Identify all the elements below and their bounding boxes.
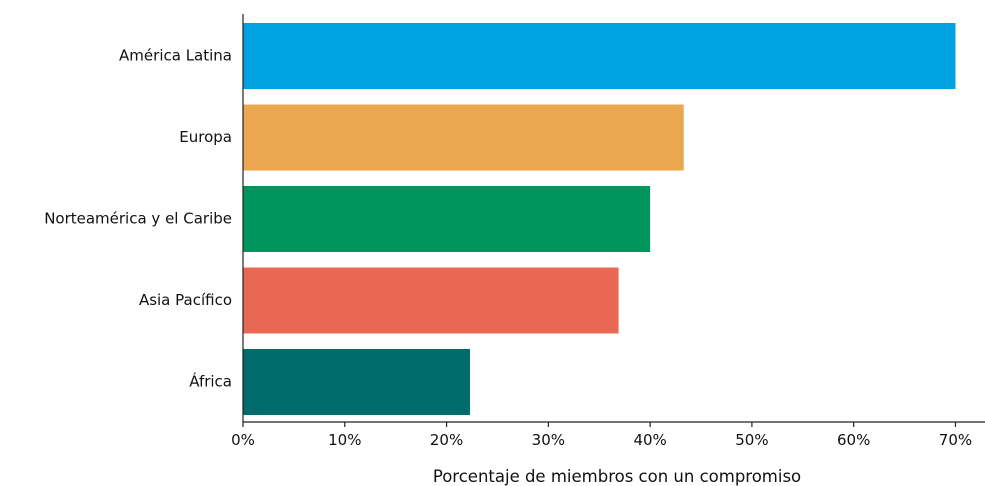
x-tick-label-6: 60%	[837, 431, 870, 449]
x-tick-label-2: 20%	[430, 431, 463, 449]
bar-3	[243, 267, 619, 334]
bar-1	[243, 104, 684, 171]
x-axis-ticks: 0% 10% 20% 30% 40% 50% 60% 70%	[231, 422, 972, 449]
x-tick-label-0: 0%	[231, 431, 255, 449]
category-labels: América Latina Europa Norteamérica y el Ca…	[44, 47, 232, 391]
category-label-3: Asia Pacífico	[139, 291, 232, 309]
category-label-2: Norteamérica y el Caribe	[44, 210, 232, 228]
category-label-0: América Latina	[119, 47, 232, 65]
x-tick-label-3: 30%	[532, 431, 565, 449]
x-tick-label-5: 50%	[735, 431, 768, 449]
x-axis-title: Porcentaje de miembros con un compromiso	[433, 467, 801, 486]
bar-2	[243, 186, 651, 252]
x-tick-label-4: 40%	[633, 431, 666, 449]
x-tick-label-1: 10%	[328, 431, 361, 449]
bars-group	[243, 23, 956, 415]
category-label-1: Europa	[179, 128, 232, 146]
category-label-4: África	[189, 372, 232, 391]
bar-0	[243, 23, 956, 89]
bar-4	[243, 349, 470, 415]
x-tick-label-7: 70%	[939, 431, 972, 449]
